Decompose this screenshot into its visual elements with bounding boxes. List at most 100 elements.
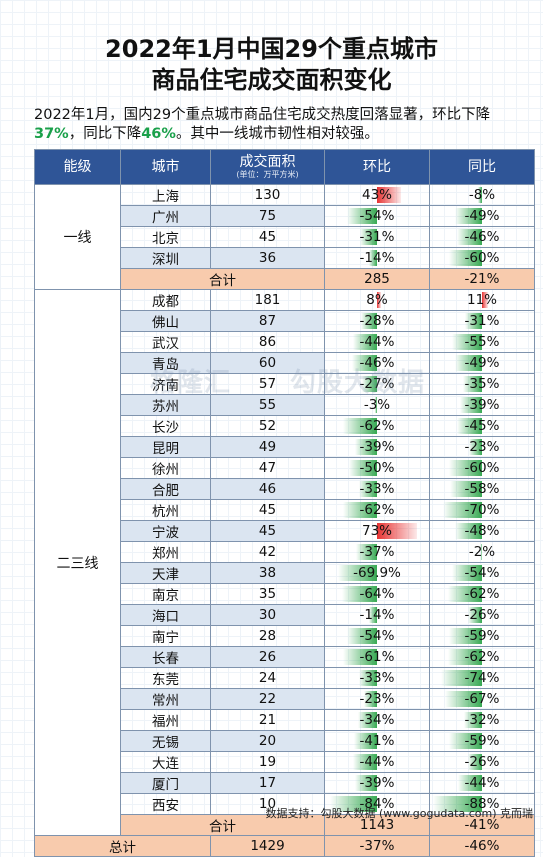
mom-cell: -69.9% <box>324 562 430 584</box>
area-cell: 35 <box>210 583 325 605</box>
mom-cell-bar <box>377 523 418 539</box>
yoy-cell-bar <box>467 754 482 770</box>
area-cell: 28 <box>210 625 325 647</box>
mom-cell: -50% <box>324 457 430 479</box>
yoy-cell-value: -26% <box>464 607 500 623</box>
mom-cell-value: 73% <box>361 523 392 539</box>
area-cell: 86 <box>210 331 325 353</box>
area-cell: 20 <box>210 730 325 752</box>
yoy-cell: -58% <box>429 478 535 500</box>
yoy-cell-value: 11% <box>466 292 497 308</box>
city-cell: 成都 <box>120 289 211 311</box>
mom-cell-bar <box>377 292 382 308</box>
grand-total-row: 总计 1429 -37% -46% <box>34 835 535 857</box>
header-yoy: 同比 <box>429 149 535 185</box>
mom-cell: -3% <box>324 394 430 416</box>
yoy-cell-bar <box>449 481 482 497</box>
yoy-cell: -62% <box>429 583 535 605</box>
mom-cell-value: -50% <box>359 460 395 476</box>
table-row: 西安 10 -84% -88% <box>35 793 535 815</box>
area-cell: 19 <box>210 751 325 773</box>
subtotal-label: 合计 <box>120 268 325 290</box>
yoy-cell-bar <box>480 544 482 560</box>
table-row: 南京 35 -64% -62% <box>35 583 535 605</box>
yoy-cell-value: -59% <box>464 733 500 749</box>
yoy-cell: -45% <box>429 415 535 437</box>
yoy-cell-bar <box>451 334 482 350</box>
city-cell: 北京 <box>120 226 211 248</box>
yoy-cell-value: -88% <box>464 796 500 812</box>
mom-cell: 73% <box>324 520 430 542</box>
mom-cell-value: -62% <box>359 502 395 518</box>
intro-mom-value: 37% <box>34 126 69 142</box>
area-cell: 49 <box>210 436 325 458</box>
yoy-cell-value: -67% <box>464 691 500 707</box>
city-cell: 海口 <box>120 604 211 626</box>
city-cell: 福州 <box>120 709 211 731</box>
mom-cell-value: -39% <box>359 775 395 791</box>
area-cell: 55 <box>210 394 325 416</box>
yoy-cell-value: -31% <box>464 313 500 329</box>
yoy-cell-bar <box>454 208 482 224</box>
city-cell: 武汉 <box>120 331 211 353</box>
city-area-table: 能级 城市 成交面积 (单位：万平方米) 环比 同比 一线 上海 130 43% -8% 广… <box>34 149 535 857</box>
yoy-cell-value: -49% <box>464 355 500 371</box>
mom-cell-bar <box>358 712 377 728</box>
yoy-cell-value: -39% <box>464 397 500 413</box>
grand-total-yoy: -46% <box>429 835 535 857</box>
table-body: 一线 上海 130 43% -8% 广州 75 -54% -49% 北京 45 -31% -46% 深圳 3… <box>34 184 535 857</box>
city-cell: 深圳 <box>120 247 211 269</box>
yoy-cell-bar <box>447 649 482 665</box>
mom-cell-bar <box>349 460 377 476</box>
subtotal-mom-value: -41% <box>464 817 500 833</box>
city-cell: 广州 <box>120 205 211 227</box>
grand-total-mom: -37% <box>324 835 430 857</box>
mom-cell-bar <box>343 649 377 665</box>
city-cell: 西安 <box>120 793 211 815</box>
grand-total-area: 1429 <box>210 835 325 857</box>
mom-cell-value: -41% <box>359 733 395 749</box>
table-row: 福州 21 -34% -32% <box>35 709 535 731</box>
yoy-cell-value: -54% <box>464 565 500 581</box>
city-cell: 昆明 <box>120 436 211 458</box>
yoy-cell-bar <box>456 229 482 245</box>
mom-cell-value: -54% <box>359 208 395 224</box>
area-cell: 24 <box>210 667 325 689</box>
mom-cell-value: -44% <box>359 754 395 770</box>
area-cell: 60 <box>210 352 325 374</box>
mom-cell: -62% <box>324 499 430 521</box>
yoy-cell-bar <box>448 250 482 266</box>
mom-cell-bar <box>342 418 377 434</box>
mom-cell-bar <box>369 250 377 266</box>
mom-cell-value: -31% <box>359 229 395 245</box>
city-cell: 苏州 <box>120 394 211 416</box>
mom-cell-value: -62% <box>359 418 395 434</box>
mom-cell: -64% <box>324 583 430 605</box>
mom-cell: -33% <box>324 667 430 689</box>
mom-cell: -44% <box>324 331 430 353</box>
mom-cell-value: -64% <box>359 586 395 602</box>
mom-cell-value: -3% <box>363 397 391 413</box>
mom-cell-bar <box>330 796 377 812</box>
mom-cell-value: 43% <box>361 187 392 203</box>
mom-cell-value: -39% <box>359 439 395 455</box>
mom-cell-bar <box>352 334 377 350</box>
mom-cell-value: -27% <box>359 376 395 392</box>
yoy-cell-value: -49% <box>464 208 500 224</box>
mom-cell-value: -46% <box>359 355 395 371</box>
area-cell: 38 <box>210 562 325 584</box>
yoy-cell: -26% <box>429 751 535 773</box>
table-header-row: 能级 城市 成交面积 (单位：万平方米) 环比 同比 <box>34 149 535 185</box>
mom-cell-value: -61% <box>359 649 395 665</box>
mom-cell: -46% <box>324 352 430 374</box>
yoy-cell-bar <box>477 187 482 203</box>
grand-total-yoy-value: -46% <box>464 838 500 854</box>
area-cell: 26 <box>210 646 325 668</box>
tier-label: 二三线 <box>34 289 121 836</box>
yoy-cell: -44% <box>429 772 535 794</box>
mom-cell: -39% <box>324 436 430 458</box>
yoy-cell-bar <box>440 670 482 686</box>
area-cell: 42 <box>210 541 325 563</box>
table-row: 昆明 49 -39% -23% <box>35 436 535 458</box>
area-cell: 22 <box>210 688 325 710</box>
